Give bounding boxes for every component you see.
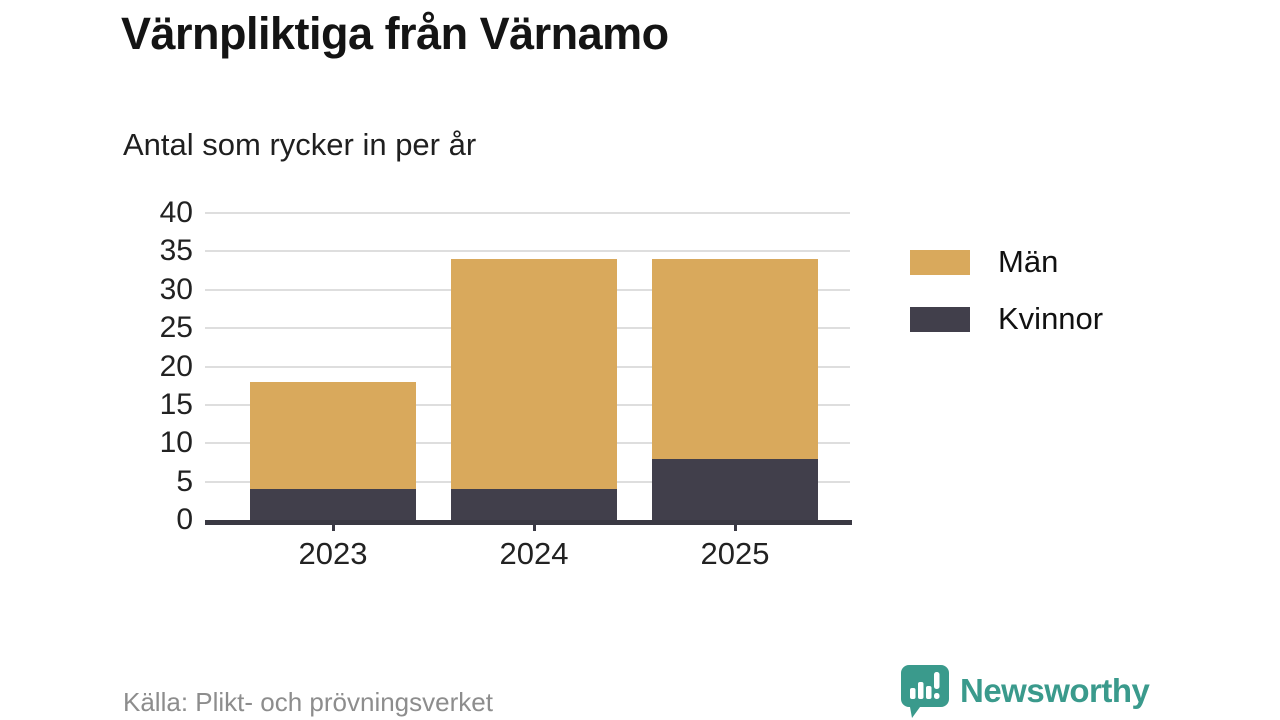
source-note: Källa: Plikt- och prövningsverket bbox=[123, 687, 493, 717]
x-tick-label-2023: 2023 bbox=[298, 536, 368, 571]
bar-2024-män bbox=[451, 259, 617, 490]
legend-item-man: Män bbox=[910, 244, 1103, 280]
y-tick-label-30: 30 bbox=[159, 272, 193, 306]
chart-subtitle: Antal som rycker in per år bbox=[123, 127, 477, 162]
x-tick-label-2024: 2024 bbox=[499, 536, 569, 571]
x-tick-2023 bbox=[331, 520, 335, 531]
y-tick-label-10: 10 bbox=[159, 426, 193, 460]
bar-2024-kvinnor bbox=[451, 489, 617, 520]
gridline-35 bbox=[205, 250, 850, 253]
x-tick-2025 bbox=[733, 520, 737, 531]
legend-label-kvinnor: Kvinnor bbox=[998, 301, 1104, 336]
y-tick-label-25: 25 bbox=[159, 311, 193, 345]
gridline-40 bbox=[205, 212, 850, 214]
bar-2023-män bbox=[250, 381, 416, 490]
y-tick-label-5: 5 bbox=[176, 464, 193, 498]
bar-2025-män bbox=[652, 259, 818, 459]
legend-swatch-man bbox=[910, 249, 970, 275]
chart-title: Värnpliktiga från Värnamo bbox=[121, 8, 669, 59]
brand: Newsworthy bbox=[898, 663, 1150, 719]
x-tick-2024 bbox=[532, 520, 536, 531]
newsworthy-logo-icon bbox=[901, 665, 949, 718]
legend-label-man: Män bbox=[998, 244, 1059, 279]
legend-swatch-kvinnor bbox=[910, 306, 970, 332]
bar-2023-kvinnor bbox=[250, 489, 416, 520]
y-tick-label-0: 0 bbox=[176, 503, 193, 536]
brand-name: Newsworthy bbox=[960, 672, 1150, 709]
plot-area: 2023 2024 2025 0 5 10 15 20 25 30 35 40 bbox=[160, 197, 852, 571]
y-tick-label-40: 40 bbox=[159, 196, 193, 229]
y-tick-label-35: 35 bbox=[159, 234, 193, 268]
legend-item-kvinnor: Kvinnor bbox=[910, 301, 1103, 337]
x-tick-label-2025: 2025 bbox=[700, 536, 770, 571]
y-tick-label-15: 15 bbox=[159, 387, 193, 421]
legend: Män Kvinnor bbox=[910, 244, 1103, 337]
bar-2025-kvinnor bbox=[652, 458, 818, 520]
x-axis-line bbox=[205, 520, 852, 525]
y-tick-label-20: 20 bbox=[159, 349, 193, 383]
